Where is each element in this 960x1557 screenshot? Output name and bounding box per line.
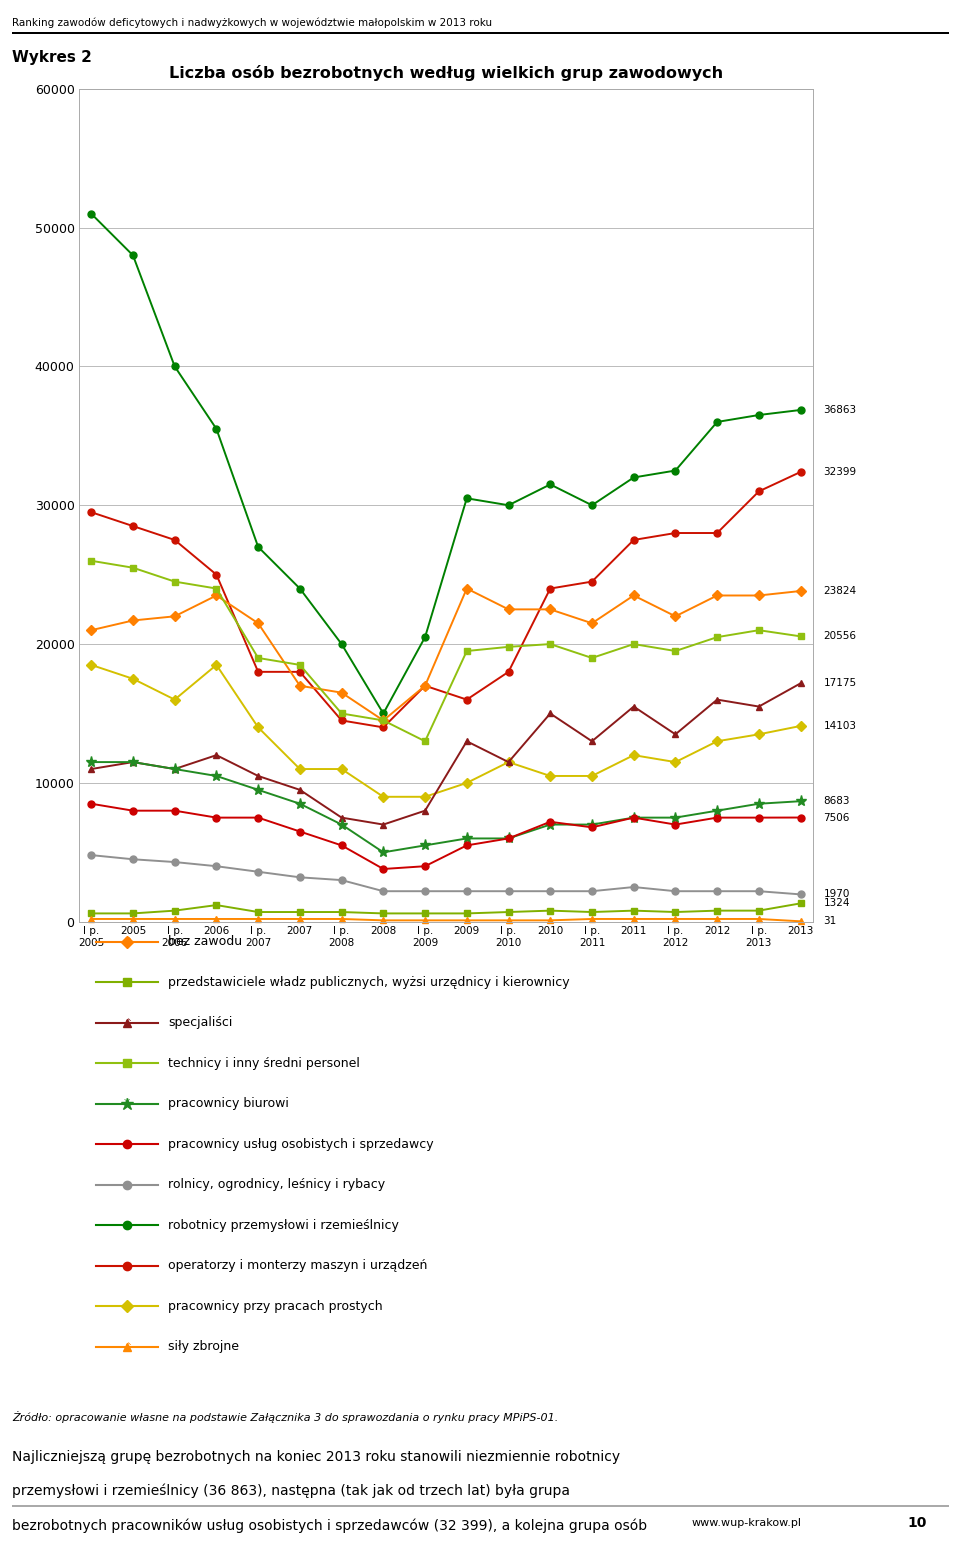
Text: 36863: 36863 <box>824 405 856 416</box>
Text: 1970: 1970 <box>824 889 850 900</box>
Text: operatorzy i monterzy maszyn i urządzeń: operatorzy i monterzy maszyn i urządzeń <box>168 1260 427 1272</box>
Text: ^: ^ <box>124 1342 131 1351</box>
Text: pracownicy usług osobistych i sprzedawcy: pracownicy usług osobistych i sprzedawcy <box>168 1138 434 1151</box>
Text: 32399: 32399 <box>824 467 856 476</box>
Text: pracownicy przy pracach prostych: pracownicy przy pracach prostych <box>168 1300 383 1313</box>
Text: przemysłowi i rzemieślnicy (36 863), następna (tak jak od trzech lat) była grupa: przemysłowi i rzemieślnicy (36 863), nas… <box>12 1484 570 1498</box>
Text: technicy i inny średni personel: technicy i inny średni personel <box>168 1057 360 1070</box>
Text: Ranking zawodów deficytowych i nadwyżkowych w województwie małopolskim w 2013 ro: Ranking zawodów deficytowych i nadwyżkow… <box>12 17 492 28</box>
Text: przedstawiciele władz publicznych, wyżsi urzędnicy i kierownicy: przedstawiciele władz publicznych, wyżsi… <box>168 976 569 989</box>
Text: 17175: 17175 <box>824 679 856 688</box>
Text: 14103: 14103 <box>824 721 856 730</box>
Text: D: D <box>124 1302 131 1311</box>
Text: 7506: 7506 <box>824 813 850 822</box>
Text: Najliczniejszą grupę bezrobotnych na koniec 2013 roku stanowili niezmiennie robo: Najliczniejszą grupę bezrobotnych na kon… <box>12 1450 620 1464</box>
Text: 8683: 8683 <box>824 796 850 807</box>
Text: Żródło: opracowanie własne na podstawie Załącznika 3 do sprawozdania o rynku pra: Żródło: opracowanie własne na podstawie … <box>12 1411 559 1423</box>
Title: Liczba osób bezrobotnych według wielkich grup zawodowych: Liczba osób bezrobotnych według wielkich… <box>169 65 723 81</box>
Text: bezrobotnych pracowników usług osobistych i sprzedawców (32 399), a kolejna grup: bezrobotnych pracowników usług osobistyc… <box>12 1518 648 1532</box>
Text: pracownicy biurowi: pracownicy biurowi <box>168 1098 289 1110</box>
Text: ^: ^ <box>124 1018 131 1028</box>
Text: robotnicy przemysłowi i rzemieślnicy: robotnicy przemysłowi i rzemieślnicy <box>168 1219 398 1232</box>
Text: www.wup-krakow.pl: www.wup-krakow.pl <box>691 1518 802 1527</box>
Text: *: * <box>124 1098 131 1110</box>
Text: o: o <box>125 1180 130 1190</box>
Text: 10: 10 <box>907 1517 926 1529</box>
Text: 20556: 20556 <box>824 631 856 641</box>
Text: rolnicy, ogrodnicy, leśnicy i rybacy: rolnicy, ogrodnicy, leśnicy i rybacy <box>168 1179 385 1191</box>
Text: 31: 31 <box>824 917 837 926</box>
Text: 23824: 23824 <box>824 585 856 596</box>
Text: siły zbrojne: siły zbrojne <box>168 1341 239 1353</box>
Text: o: o <box>125 1261 130 1271</box>
Text: 1324: 1324 <box>824 898 850 908</box>
Text: o: o <box>125 1140 130 1149</box>
Text: o: o <box>125 1221 130 1230</box>
Text: specjaliści: specjaliści <box>168 1017 232 1029</box>
Text: Wykres 2: Wykres 2 <box>12 50 92 65</box>
Text: bez zawodu: bez zawodu <box>168 936 242 948</box>
Text: D: D <box>124 937 131 947</box>
Text: s: s <box>125 978 130 987</box>
Text: s: s <box>125 1059 130 1068</box>
